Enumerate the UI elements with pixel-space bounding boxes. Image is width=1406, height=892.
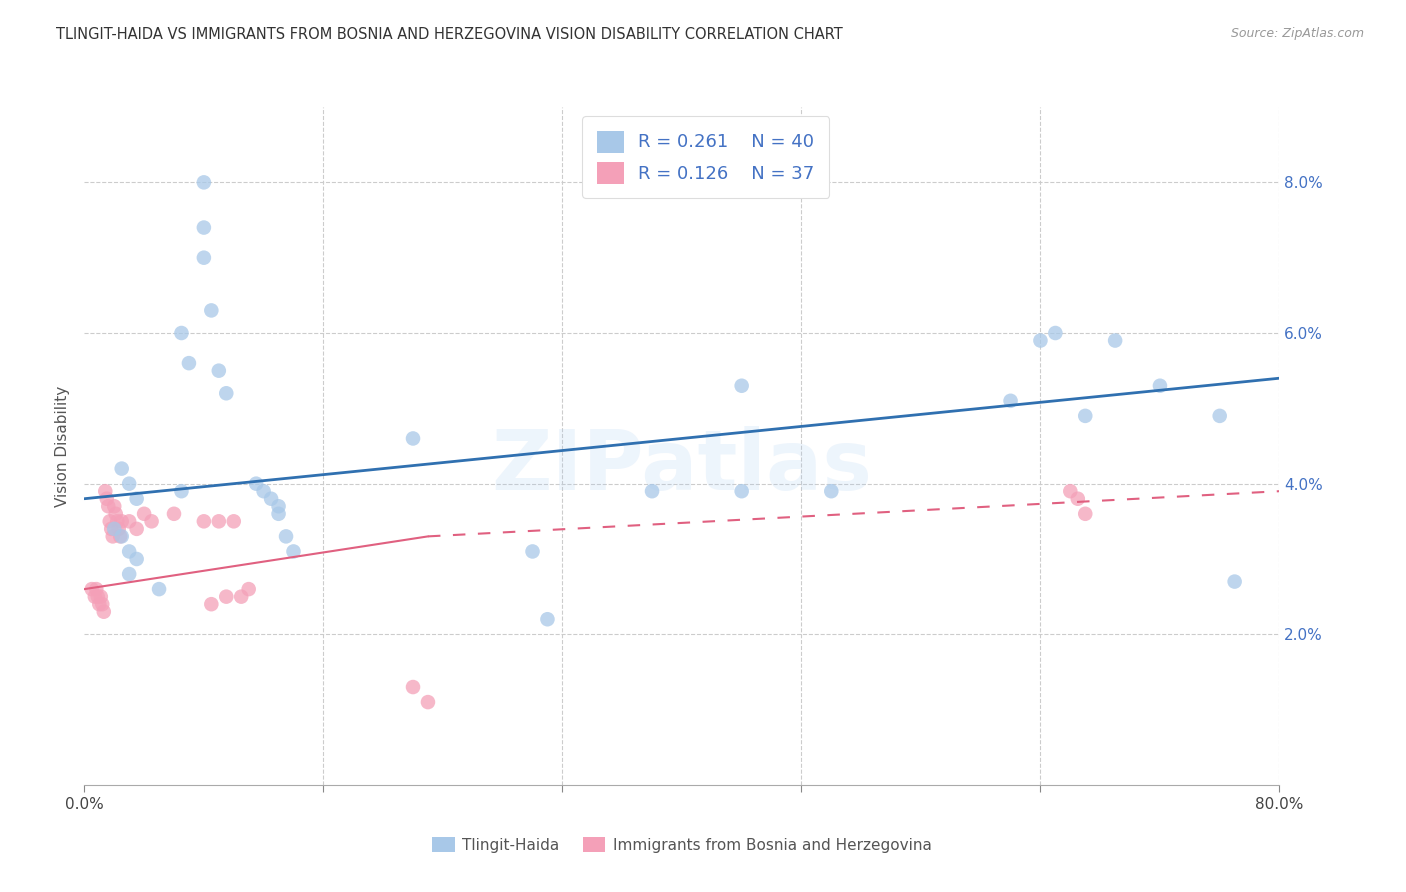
Point — [105, 514, 128, 528]
Point — [522, 544, 544, 558]
Point — [193, 220, 215, 235]
Point — [200, 597, 222, 611]
Point — [231, 590, 253, 604]
Point — [193, 175, 215, 189]
Point — [96, 491, 118, 506]
Point — [215, 386, 238, 401]
Point — [1209, 409, 1232, 423]
Point — [98, 514, 121, 528]
Point — [111, 461, 134, 475]
Point — [103, 500, 125, 514]
Point — [731, 484, 754, 499]
Point — [820, 484, 842, 499]
Point — [80, 582, 103, 596]
Point — [402, 432, 425, 446]
Point — [245, 476, 267, 491]
Point — [641, 484, 664, 499]
Point — [87, 590, 110, 604]
Point — [89, 597, 111, 611]
Point — [103, 522, 125, 536]
Text: ZIPatlas: ZIPatlas — [492, 425, 872, 507]
Point — [170, 326, 193, 340]
Point — [253, 484, 276, 499]
Y-axis label: Vision Disability: Vision Disability — [55, 385, 70, 507]
Point — [200, 303, 222, 318]
Point — [1074, 507, 1097, 521]
Point — [170, 484, 193, 499]
Legend: Tlingit-Haida, Immigrants from Bosnia and Herzegovina: Tlingit-Haida, Immigrants from Bosnia an… — [426, 830, 938, 859]
Point — [111, 529, 134, 543]
Point — [267, 507, 290, 521]
Point — [125, 552, 148, 566]
Point — [1223, 574, 1246, 589]
Point — [402, 680, 425, 694]
Point — [118, 544, 141, 558]
Point — [274, 529, 297, 543]
Point — [111, 514, 134, 528]
Point — [132, 507, 156, 521]
Point — [125, 522, 148, 536]
Point — [260, 491, 283, 506]
Point — [1000, 393, 1022, 408]
Point — [90, 590, 112, 604]
Point — [1074, 409, 1097, 423]
Point — [101, 529, 124, 543]
Point — [1067, 491, 1090, 506]
Point — [97, 500, 120, 514]
Point — [91, 597, 114, 611]
Point — [731, 378, 754, 392]
Text: TLINGIT-HAIDA VS IMMIGRANTS FROM BOSNIA AND HERZEGOVINA VISION DISABILITY CORREL: TLINGIT-HAIDA VS IMMIGRANTS FROM BOSNIA … — [56, 27, 844, 42]
Point — [215, 590, 238, 604]
Text: Source: ZipAtlas.com: Source: ZipAtlas.com — [1230, 27, 1364, 40]
Point — [100, 522, 122, 536]
Point — [208, 514, 231, 528]
Point — [93, 605, 115, 619]
Point — [267, 500, 290, 514]
Point — [208, 364, 231, 378]
Point — [193, 514, 215, 528]
Point — [193, 251, 215, 265]
Point — [177, 356, 200, 370]
Point — [86, 582, 108, 596]
Point — [107, 522, 129, 536]
Point — [118, 514, 141, 528]
Point — [1029, 334, 1052, 348]
Point — [163, 507, 186, 521]
Point — [83, 590, 105, 604]
Point — [118, 567, 141, 582]
Point — [416, 695, 439, 709]
Point — [148, 582, 170, 596]
Point — [536, 612, 558, 626]
Point — [1045, 326, 1067, 340]
Point — [141, 514, 163, 528]
Point — [222, 514, 245, 528]
Point — [1149, 378, 1171, 392]
Point — [104, 507, 127, 521]
Point — [110, 529, 132, 543]
Point — [1059, 484, 1081, 499]
Point — [125, 491, 148, 506]
Point — [283, 544, 305, 558]
Point — [1104, 334, 1126, 348]
Point — [94, 484, 117, 499]
Point — [118, 476, 141, 491]
Point — [238, 582, 260, 596]
